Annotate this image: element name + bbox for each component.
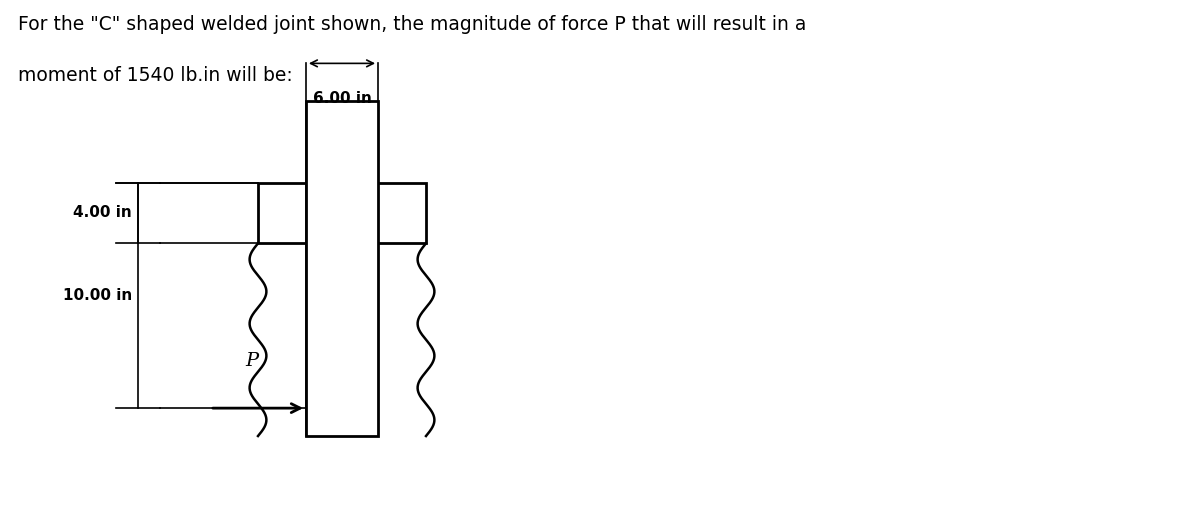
Text: moment of 1540 lb.in will be:: moment of 1540 lb.in will be: — [18, 66, 293, 85]
Text: For the "C" shaped welded joint shown, the magnitude of force P that will result: For the "C" shaped welded joint shown, t… — [18, 15, 806, 34]
Bar — [306, 101, 378, 436]
Text: P: P — [246, 352, 258, 370]
Bar — [258, 183, 426, 243]
Text: 6.00 in: 6.00 in — [312, 91, 372, 106]
Text: 10.00 in: 10.00 in — [62, 288, 132, 303]
Text: 4.00 in: 4.00 in — [73, 205, 132, 221]
